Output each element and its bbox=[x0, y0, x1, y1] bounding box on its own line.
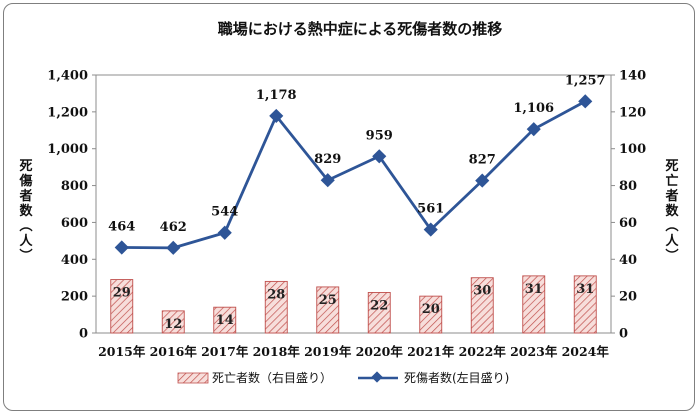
bar-2020年 bbox=[367, 292, 391, 334]
legend-marker-line bbox=[371, 371, 383, 383]
bar-2017年 bbox=[213, 306, 237, 334]
left-tick-label: 1,400 bbox=[47, 69, 88, 84]
left-tick-label: 0 bbox=[79, 327, 88, 342]
casualties-value-label: 464 bbox=[108, 219, 135, 234]
axis-labels: 死傷者数︵人︶ 死亡者数︵人︶ bbox=[18, 159, 679, 264]
x-tick-label: 2020年 bbox=[356, 344, 404, 359]
right-tick-label: 40 bbox=[619, 253, 637, 268]
x-tick-label: 2015年 bbox=[98, 344, 146, 359]
right-axis: 0 20 40 60 80 100 120 140 bbox=[611, 69, 646, 342]
legend-label-bar: 死亡者数（右目盛り） bbox=[212, 370, 332, 385]
bar-2015年 bbox=[110, 279, 134, 334]
y-axis-label-right: 死亡者数︵人︶ bbox=[664, 159, 679, 264]
casualties-point-2020年 bbox=[372, 149, 387, 164]
left-axis: 0 200 400 600 800 1,000 1,200 1,400 bbox=[47, 69, 96, 342]
casualties-value-label: 462 bbox=[160, 220, 187, 235]
bar-value-label: 31 bbox=[525, 282, 543, 297]
bar-series-deaths: 29 12 14 28 25 22 20 30 31 31 bbox=[110, 275, 597, 334]
bar-value-label: 20 bbox=[422, 302, 440, 317]
casualties-point-2017年 bbox=[217, 225, 232, 240]
bar-value-label: 22 bbox=[370, 298, 388, 313]
line-series-casualties: 464 462 544 1,178 829 959 561 827 1,106 1,257 bbox=[108, 73, 606, 255]
casualties-point-2018年 bbox=[269, 108, 284, 123]
casualties-value-label: 1,257 bbox=[565, 73, 606, 88]
bar-value-label: 30 bbox=[473, 284, 491, 299]
bar-2023年 bbox=[522, 275, 546, 334]
casualties-line bbox=[121, 100, 586, 250]
casualties-value-label: 829 bbox=[314, 152, 341, 167]
x-tick-label: 2017年 bbox=[201, 344, 249, 359]
right-tick-label: 20 bbox=[619, 290, 637, 305]
casualties-value-label: 827 bbox=[469, 153, 496, 168]
casualties-value-label: 561 bbox=[417, 202, 444, 217]
bar-2016年 bbox=[161, 310, 185, 334]
bar-2019年 bbox=[316, 286, 340, 334]
casualties-point-2021年 bbox=[423, 222, 438, 237]
x-tick-label: 2016年 bbox=[150, 344, 198, 359]
bar-value-label: 29 bbox=[113, 286, 131, 301]
x-axis: 2015年 2016年 2017年 2018年 2019年 2020年 2021年 2022年… bbox=[98, 344, 609, 359]
bar-2024年 bbox=[573, 275, 597, 334]
x-tick-label: 2024年 bbox=[562, 344, 610, 359]
casualties-value-label: 1,106 bbox=[513, 101, 554, 116]
left-tick-label: 800 bbox=[61, 179, 88, 194]
right-tick-label: 120 bbox=[619, 105, 646, 120]
right-tick-label: 0 bbox=[619, 327, 628, 342]
casualties-point-2024年 bbox=[578, 94, 593, 109]
casualties-point-2022年 bbox=[475, 173, 490, 188]
bar-value-label: 25 bbox=[319, 293, 337, 308]
bar-2022年 bbox=[470, 277, 494, 334]
left-tick-label: 200 bbox=[61, 290, 88, 305]
chart-frame bbox=[3, 3, 695, 411]
casualties-value-label: 959 bbox=[366, 128, 393, 143]
chart-title: 職場における熱中症による死傷者数の推移 bbox=[218, 20, 503, 38]
casualties-point-2023年 bbox=[526, 122, 541, 137]
x-tick-label: 2019年 bbox=[304, 344, 352, 359]
x-tick-label: 2021年 bbox=[407, 344, 455, 359]
plot-area bbox=[95, 74, 612, 334]
legend-label-line: 死傷者数(左目盛り) bbox=[404, 370, 509, 385]
bar-value-label: 12 bbox=[164, 317, 182, 332]
casualties-point-2019年 bbox=[320, 173, 335, 188]
bar-value-label: 31 bbox=[576, 282, 594, 297]
bar-2021年 bbox=[419, 295, 443, 334]
right-tick-label: 80 bbox=[619, 179, 637, 194]
right-tick-label: 60 bbox=[619, 216, 637, 231]
x-tick-label: 2023年 bbox=[510, 344, 558, 359]
bar-value-label: 14 bbox=[216, 313, 234, 328]
legend-swatch-bar bbox=[177, 372, 209, 384]
x-tick-label: 2018年 bbox=[253, 344, 301, 359]
casualties-value-label: 1,178 bbox=[256, 88, 297, 103]
y-axis-label-left: 死傷者数︵人︶ bbox=[18, 159, 33, 264]
left-tick-label: 1,000 bbox=[47, 142, 88, 157]
bar-value-label: 28 bbox=[267, 287, 285, 302]
right-tick-label: 100 bbox=[619, 142, 646, 157]
x-tick-label: 2022年 bbox=[459, 344, 507, 359]
right-tick-label: 140 bbox=[619, 69, 646, 84]
left-tick-label: 1,200 bbox=[47, 105, 88, 120]
casualties-value-label: 544 bbox=[211, 205, 238, 220]
left-tick-label: 600 bbox=[61, 216, 88, 231]
bar-2018年 bbox=[264, 280, 288, 334]
casualties-point-2016年 bbox=[166, 240, 181, 255]
casualties-point-2015年 bbox=[114, 240, 129, 255]
legend: 死亡者数（右目盛り） 死傷者数(左目盛り) bbox=[177, 370, 509, 385]
left-tick-label: 400 bbox=[61, 253, 88, 268]
